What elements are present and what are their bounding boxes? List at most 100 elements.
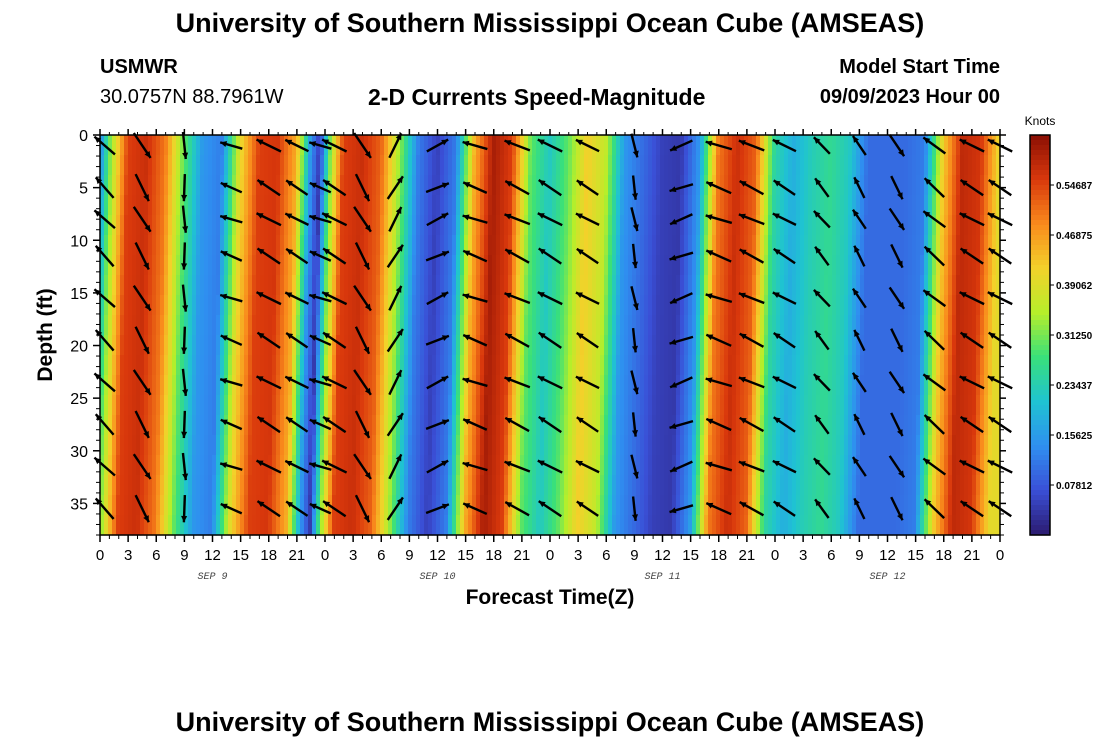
current-arrow [256, 459, 282, 474]
heatmap-cell [812, 415, 817, 436]
heatmap-cell [212, 375, 217, 396]
heatmap-cell [620, 375, 625, 396]
current-arrow [462, 293, 488, 303]
heatmap-cell [420, 415, 425, 436]
heatmap-cell [368, 415, 373, 436]
heatmap-cell [976, 235, 981, 256]
heatmap-cell [660, 435, 665, 456]
heatmap-cell [932, 315, 937, 336]
heatmap-cell [612, 475, 617, 496]
current-arrow [462, 140, 488, 151]
heatmap-cell [696, 455, 701, 476]
heatmap-cell [572, 175, 577, 196]
heatmap-cell [208, 395, 213, 416]
heatmap-cell [316, 395, 321, 416]
heatmap-cell [736, 515, 741, 536]
heatmap-cell [936, 475, 941, 496]
heatmap-cell [344, 195, 349, 216]
heatmap-cell [876, 475, 881, 496]
heatmap-cell [140, 435, 145, 456]
heatmap-cell [908, 295, 913, 316]
heatmap-cell [360, 195, 365, 216]
arrow-head [576, 248, 584, 255]
heatmap-cell [404, 255, 409, 276]
heatmap-cell [404, 155, 409, 176]
heatmap-cell [124, 315, 129, 336]
heatmap-cell [376, 215, 381, 236]
heatmap-cell [924, 135, 929, 156]
heatmap-cell [376, 455, 381, 476]
heatmap-cell [428, 475, 433, 496]
heatmap-cell [272, 155, 277, 176]
heatmap-cell [424, 275, 429, 296]
heatmap-cell [168, 295, 173, 316]
arrow-head [396, 328, 403, 336]
heatmap-cell [360, 335, 365, 356]
heatmap-cell [536, 335, 541, 356]
heatmap-cell [908, 155, 913, 176]
heatmap-cell [188, 255, 193, 276]
heatmap-cell [712, 315, 717, 336]
current-arrow [630, 207, 639, 232]
heatmap-cell [188, 135, 193, 156]
heatmap-cell [688, 275, 693, 296]
heatmap-cell [436, 355, 441, 376]
current-arrow [388, 206, 403, 232]
current-arrow [426, 138, 449, 153]
heatmap-cell [204, 355, 209, 376]
heatmap-cell [176, 435, 181, 456]
heatmap-cell [280, 135, 285, 156]
heatmap-cell [660, 135, 665, 156]
heatmap-cell [120, 335, 125, 356]
heatmap-cell [488, 375, 493, 396]
heatmap-cell [924, 515, 929, 536]
heatmap-cell [724, 395, 729, 416]
heatmap-cell [460, 295, 465, 316]
heatmap-cell [412, 375, 417, 396]
heatmap-cell [100, 235, 105, 256]
heatmap-cell [556, 275, 561, 296]
heatmap-cell [404, 455, 409, 476]
model-start-label: Model Start Time [839, 56, 1000, 78]
heatmap-cell [972, 335, 977, 356]
heatmap-cell [896, 355, 901, 376]
heatmap-cell [712, 515, 717, 536]
heatmap-cell [304, 355, 309, 376]
heatmap-cell [596, 415, 601, 436]
heatmap-cell [100, 275, 105, 296]
heatmap-cell [936, 495, 941, 516]
heatmap-cell [888, 135, 893, 156]
heatmap-cell [224, 255, 229, 276]
heatmap-cell [552, 395, 557, 416]
heatmap-cell [288, 155, 293, 176]
current-arrow [181, 495, 188, 523]
current-arrow [354, 326, 371, 355]
heatmap-cell [804, 375, 809, 396]
heatmap-cell [624, 375, 629, 396]
heatmap-cell [560, 275, 565, 296]
heatmap-cell [808, 235, 813, 256]
heatmap-cell [236, 215, 241, 236]
heatmap-cell [972, 355, 977, 376]
heatmap-cell [832, 215, 837, 236]
heatmap-cell [336, 415, 341, 436]
arrow-head [537, 460, 545, 467]
heatmap-cell [988, 295, 993, 316]
heatmap-cell [864, 235, 869, 256]
heatmap-cell [364, 195, 369, 216]
heatmap-cell [204, 295, 209, 316]
heatmap-cell [864, 135, 869, 156]
heatmap-cell [980, 475, 985, 496]
heatmap-cell [448, 435, 453, 456]
heatmap-cell [644, 355, 649, 376]
heatmap-cell [512, 315, 517, 336]
heatmap-cell [596, 255, 601, 276]
heatmap-cell [928, 235, 933, 256]
heatmap-cell [316, 155, 321, 176]
heatmap-cell [708, 335, 713, 356]
heatmap-cell [836, 215, 841, 236]
heatmap-cell [416, 315, 421, 336]
heatmap-cell [624, 455, 629, 476]
heatmap-cell [164, 355, 169, 376]
arrow-head [504, 461, 512, 467]
